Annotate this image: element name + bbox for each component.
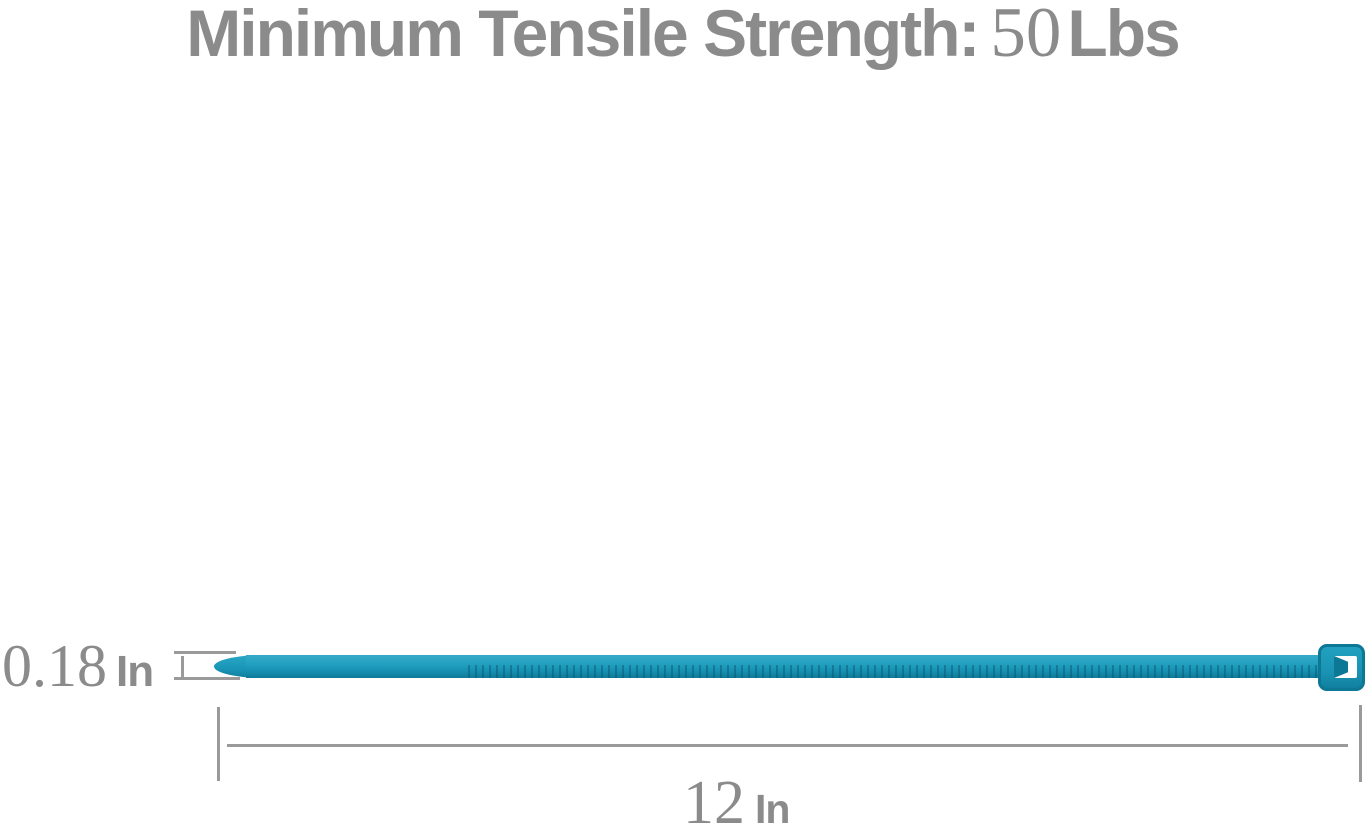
length-value: 12 [683, 769, 745, 833]
cable-tie-strap [246, 655, 1320, 678]
thickness-value: 0.18 [2, 633, 107, 699]
thickness-bracket-bottom-line [174, 677, 240, 680]
length-dimension-line [227, 744, 1348, 747]
length-label: 12 In [683, 769, 790, 833]
tensile-strength-value: 50 [990, 0, 1062, 72]
tensile-strength-unit: Lbs [1067, 0, 1180, 70]
thickness-bracket-top-line [174, 651, 236, 654]
length-dimension-right-tick [1359, 705, 1362, 782]
thickness-bracket-tick [181, 656, 184, 678]
page-title: Minimum Tensile Strength: 50 Lbs [0, 0, 1365, 76]
length-dimension-left-tick [217, 707, 220, 781]
cable-tie-head-pawl [1334, 656, 1348, 678]
title-label: Minimum Tensile Strength: [186, 0, 980, 70]
cable-tie-head-slot [1334, 656, 1357, 678]
thickness-label: 0.18 In [2, 633, 154, 699]
cable-tie-head [1318, 644, 1365, 691]
thickness-unit: In [116, 647, 154, 696]
length-unit: In [755, 786, 790, 832]
